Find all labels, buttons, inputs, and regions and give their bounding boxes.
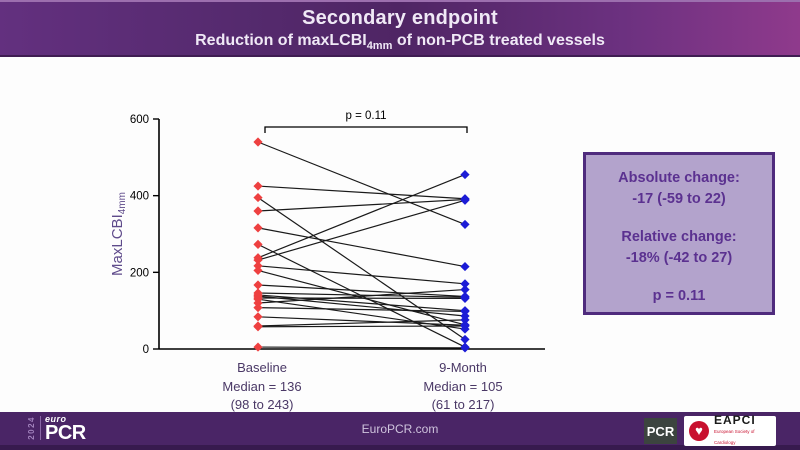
baseline-point — [253, 223, 263, 233]
pair-line — [257, 316, 466, 326]
pair-line — [257, 307, 466, 313]
baseline-point — [253, 322, 263, 332]
slide-title: Secondary endpoint — [302, 7, 498, 29]
group-label: Baseline — [237, 360, 287, 375]
followup-point — [460, 343, 470, 353]
pair-line — [257, 288, 466, 304]
pair-line — [257, 346, 466, 349]
baseline-point — [253, 280, 263, 290]
baseline-point — [253, 137, 263, 147]
europcr-logo: 2024 euro PCR — [27, 414, 86, 444]
followup-point — [460, 284, 470, 295]
eapci-logo: ♥ EAPCI European Society of Cardiology — [684, 412, 776, 448]
subtitle-suffix: of non-PCB treated vessels — [392, 32, 605, 49]
absolute-change-value: -17 (-59 to 22) — [632, 191, 726, 207]
group-range: (61 to 217) — [432, 397, 495, 412]
esc-heart-icon: ♥ — [689, 421, 709, 441]
spacer — [586, 269, 772, 286]
y-axis-label: MaxLCBI4mm — [109, 192, 128, 276]
followup-point — [460, 169, 470, 180]
y-tick-label: 200 — [130, 267, 149, 279]
logo-divider — [40, 416, 41, 440]
baseline-point — [253, 342, 263, 352]
relative-change-value: -18% (-42 to 27) — [625, 250, 733, 266]
pair-line — [257, 265, 466, 285]
pair-line — [257, 295, 466, 317]
partner-logos: PCR ♥ EAPCI European Society of Cardiolo… — [644, 412, 776, 448]
header-banner: Secondary endpoint Reduction of maxLCBI4… — [0, 0, 800, 57]
followup-point — [460, 195, 470, 205]
europcr-pcr-text: PCR — [45, 422, 86, 444]
y-tick-label: 400 — [130, 191, 149, 203]
europcr-wordmark: euro PCR — [45, 414, 86, 444]
pair-line — [257, 292, 466, 298]
followup-point — [460, 321, 470, 331]
relative-change-label: Relative change: — [621, 229, 737, 245]
chart-canvas: 0 200 400 600 MaxLCBI4mm p = 0.11 Baseline Medi… — [109, 110, 545, 412]
spacer — [586, 210, 772, 227]
pair-line — [257, 185, 466, 200]
significance-label: p = 0.11 — [345, 110, 386, 122]
followup-point — [460, 261, 470, 272]
pair-line — [257, 141, 466, 225]
eapci-name: EAPCI — [714, 412, 756, 427]
baseline-point — [253, 312, 263, 322]
y-tick-label: 600 — [130, 114, 149, 126]
paired-slope-chart: 0 200 400 600 MaxLCBI4mm p = 0.11 Baseline Medi… — [100, 95, 580, 425]
followup-point — [460, 306, 470, 317]
pair-line — [257, 325, 466, 328]
pcr-badge-logo: PCR — [644, 418, 677, 444]
website-link[interactable]: EuroPCR.com — [361, 421, 439, 436]
group-range: (98 to 243) — [231, 397, 294, 412]
result-box: Absolute change: -17 (-59 to 22) Relativ… — [583, 152, 775, 315]
absolute-change-label: Absolute change: — [618, 170, 740, 186]
baseline-point — [253, 181, 263, 191]
subtitle-prefix: Reduction of maxLCBI — [195, 32, 367, 49]
followup-point — [460, 219, 470, 230]
eapci-wordmark: EAPCI European Society of Cardiology — [714, 412, 776, 448]
pair-line — [257, 174, 466, 259]
p-value: p = 0.11 — [652, 288, 706, 304]
baseline-point — [253, 239, 263, 249]
pair-line — [257, 227, 466, 268]
pair-line — [257, 284, 466, 298]
subtitle-subscript: 4mm — [366, 40, 393, 52]
pair-line — [257, 198, 466, 212]
y-tick-label: 0 — [143, 344, 149, 356]
group-label: 9-Month — [439, 360, 487, 375]
group-median: Median = 136 — [222, 379, 301, 394]
europcr-euro-text: euro — [45, 414, 67, 424]
baseline-point — [253, 192, 263, 203]
baseline-point — [253, 206, 263, 216]
pair-line — [257, 199, 466, 261]
pair-line — [257, 319, 466, 327]
group-median: Median = 105 — [423, 379, 502, 394]
slide-subtitle: Reduction of maxLCBI4mm of non-PCB treat… — [0, 32, 800, 52]
baseline-point — [253, 255, 263, 265]
footer-bar: 2024 euro PCR EuroPCR.com PCR ♥ EAPCI Eu… — [0, 412, 800, 450]
eapci-subtext: European Society of Cardiology — [714, 428, 755, 445]
significance-bracket — [264, 126, 468, 133]
